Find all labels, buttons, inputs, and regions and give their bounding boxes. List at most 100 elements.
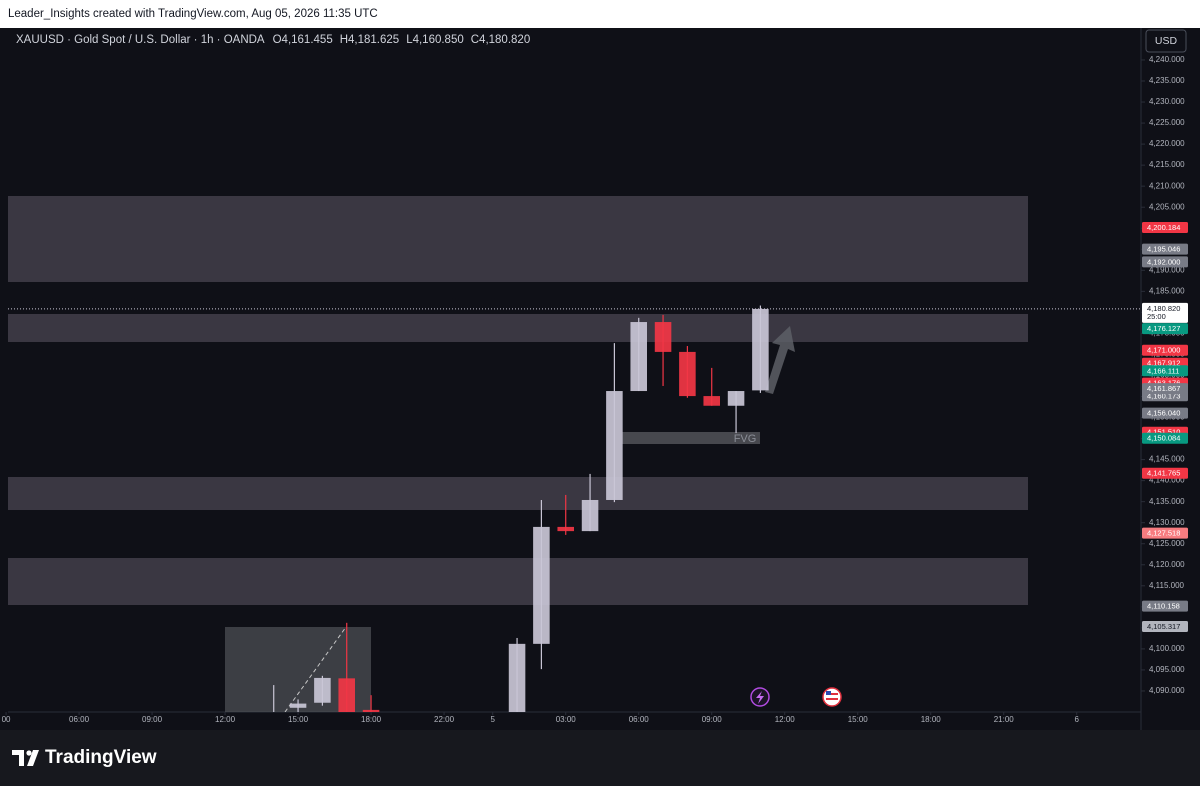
logo: TradingView — [12, 747, 157, 768]
credit: Leader_Insights created with TradingView… — [8, 8, 378, 20]
price-marker-label: 4,141.765 — [1147, 469, 1180, 478]
y-tick-label: 4,240.000 — [1149, 55, 1185, 64]
flag-icon[interactable] — [822, 687, 842, 707]
current-price-marker — [1142, 302, 1188, 323]
ohlc-value: H4,181.625 — [340, 34, 399, 46]
candle-body — [557, 526, 574, 532]
price-marker-label: 4,150.084 — [1147, 434, 1180, 443]
countdown: 25:00 — [1147, 312, 1166, 321]
y-tick-label: 4,210.000 — [1149, 181, 1185, 190]
zone — [8, 196, 1028, 282]
candle-body — [508, 643, 526, 712]
y-tick-label: 4,100.000 — [1149, 644, 1185, 653]
price-marker-label: 4,176.127 — [1147, 324, 1180, 333]
event-icons — [750, 687, 842, 707]
price-marker-label: 4,127.518 — [1147, 529, 1180, 538]
y-tick-label: 4,090.000 — [1149, 686, 1185, 695]
y-tick-label: 4,095.000 — [1149, 665, 1185, 674]
price-marker — [1142, 256, 1188, 268]
x-tick-label: 06:00 — [69, 715, 90, 724]
price-marker-label: 4,160.173 — [1147, 391, 1180, 400]
price-marker-label: 4,156.040 — [1147, 409, 1180, 418]
x-tick-label: 00 — [2, 715, 11, 724]
ohlc-value: C4,180.820 — [471, 34, 530, 46]
measure-line — [284, 626, 347, 712]
y-tick-label: 4,125.000 — [1149, 539, 1185, 548]
x-tick-label: 22:00 — [434, 715, 455, 724]
currency-button[interactable] — [1145, 29, 1187, 53]
price-marker-label: 4,192.000 — [1147, 257, 1180, 266]
candle-body — [338, 678, 355, 712]
zone — [8, 314, 1028, 342]
y-tick-label: 4,235.000 — [1149, 76, 1185, 85]
x-tick-label: 5 — [490, 715, 495, 724]
price-marker-label: 4,110.158 — [1147, 602, 1180, 611]
price-marker — [1142, 600, 1188, 612]
candle-body — [581, 499, 599, 532]
x-tick-label: 12:00 — [775, 715, 796, 724]
candle-body — [727, 391, 745, 406]
candle-body — [606, 391, 623, 500]
candle-body — [362, 709, 380, 712]
flag-stripe — [826, 698, 838, 700]
x-tick-label: 09:00 — [142, 715, 163, 724]
price-marker-label: 4,200.184 — [1147, 223, 1180, 232]
price-marker — [1142, 527, 1188, 539]
price-marker — [1142, 621, 1188, 633]
x-tick-label: 15:00 — [288, 715, 309, 724]
currency[interactable]: USD — [1155, 35, 1178, 47]
y-tick-label: 4,185.000 — [1149, 286, 1185, 295]
price-marker — [1142, 407, 1188, 419]
ohlc-value: L4,160.850 — [406, 34, 464, 46]
price-marker — [1142, 221, 1188, 233]
arrow — [765, 326, 795, 394]
zone — [8, 558, 1028, 605]
price-marker-label: 4,105.317 — [1147, 622, 1180, 631]
y-tick-label: 4,145.000 — [1149, 455, 1185, 464]
price-marker-label: 4,167.912 — [1147, 359, 1180, 368]
price-marker — [1142, 323, 1188, 335]
drawings — [8, 196, 1028, 712]
x-tick-label: 03:00 — [556, 715, 577, 724]
footer — [0, 730, 1200, 786]
candle-body — [289, 703, 307, 708]
brand: TradingView — [45, 747, 157, 768]
y-tick-label: 4,140.000 — [1149, 476, 1185, 485]
y-tick-label: 4,230.000 — [1149, 97, 1185, 106]
candle-body — [752, 308, 769, 391]
x-tick-label: 18:00 — [361, 715, 382, 724]
price-marker-label: 4,171.000 — [1147, 346, 1180, 355]
logo-dot — [26, 750, 32, 756]
lightning-glyph — [756, 691, 764, 704]
flag-stripe — [826, 693, 838, 695]
y-tick-label: 4,135.000 — [1149, 497, 1185, 506]
price-marker — [1142, 365, 1188, 377]
price-marker-label: 4,163.176 — [1147, 379, 1180, 388]
x-tick-label: 12:00 — [215, 715, 236, 724]
price-marker-label: 4,151.510 — [1147, 428, 1180, 437]
candles — [273, 305, 769, 712]
price-marker — [1142, 344, 1188, 356]
y-tick-label: 4,120.000 — [1149, 560, 1185, 569]
y-tick-label: 4,130.000 — [1149, 518, 1185, 527]
x-tick-label: 06:00 — [629, 715, 650, 724]
price-marker — [1142, 243, 1188, 255]
chart-background — [0, 28, 1200, 730]
x-tick-label: 6 — [1075, 715, 1080, 724]
zone — [8, 477, 1028, 510]
top-bar — [0, 0, 1200, 28]
price-marker-label: 4,166.111 — [1147, 366, 1179, 375]
candle-body — [533, 526, 550, 644]
price-marker-label: 4,161.867 — [1147, 384, 1180, 393]
fvg-box — [622, 432, 760, 444]
price-marker-label: 4,195.046 — [1147, 245, 1180, 254]
price-marker — [1142, 432, 1188, 444]
price-marker — [1142, 467, 1188, 479]
logo-mark — [27, 750, 39, 766]
x-tick-label: 15:00 — [848, 715, 869, 724]
y-tick-label: 4,225.000 — [1149, 118, 1185, 127]
price-marker — [1142, 383, 1188, 395]
candle-body — [314, 677, 331, 703]
x-tick-label: 09:00 — [702, 715, 723, 724]
